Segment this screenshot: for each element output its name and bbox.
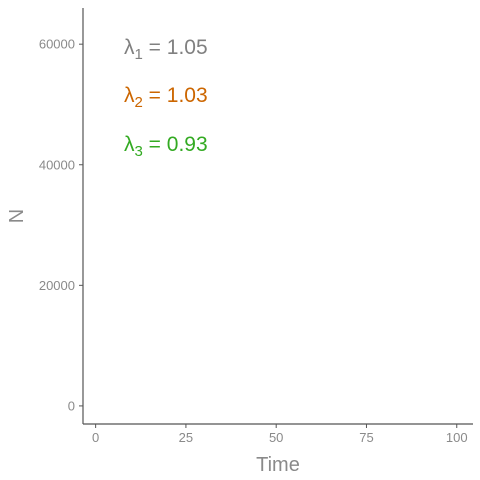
lambda-3-label: λ3 = 0.93 <box>124 133 208 160</box>
y-axis-title: N <box>6 209 28 223</box>
x-tick-label: 100 <box>446 430 468 445</box>
y-tick-label: 60000 <box>39 37 75 52</box>
x-axis-title: Time <box>256 454 300 476</box>
y-tick-label: 0 <box>68 398 75 413</box>
x-tick-label: 25 <box>179 430 193 445</box>
x-tick-label: 50 <box>269 430 283 445</box>
y-tick-label: 20000 <box>39 278 75 293</box>
x-tick-label: 0 <box>92 430 99 445</box>
lambda-1-label: λ1 = 1.05 <box>124 36 208 63</box>
x-axis-ticks: 0 25 50 75 100 <box>92 424 468 445</box>
x-tick-label: 75 <box>359 430 373 445</box>
y-tick-label: 40000 <box>39 157 75 172</box>
y-axis-ticks: 0 20000 40000 60000 <box>39 37 83 413</box>
lambda-2-label: λ2 = 1.03 <box>124 84 208 111</box>
lambda-annotations: λ1 = 1.05 λ2 = 1.03 λ3 = 0.93 <box>124 36 208 160</box>
